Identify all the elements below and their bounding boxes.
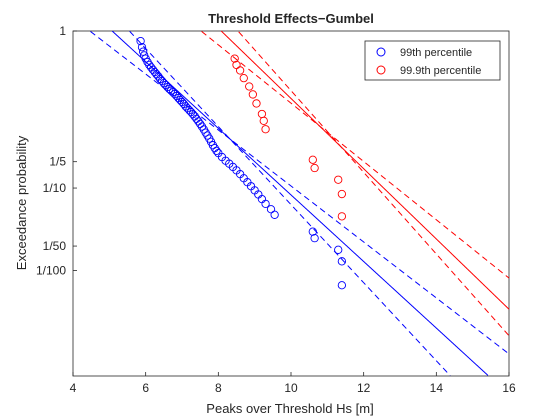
x-tick-label: 8 [215, 381, 222, 395]
point-99th [337, 281, 347, 290]
point-99th [310, 233, 319, 243]
fit-line [90, 31, 510, 355]
point-99th [334, 245, 343, 254]
fit-line [111, 30, 489, 376]
legend-box [364, 40, 501, 81]
y-axis-label: Exceedance probability [14, 135, 29, 270]
x-tick-label: 10 [284, 381, 298, 395]
x-tick-label: 6 [142, 381, 149, 395]
plot-area [72, 30, 510, 377]
point-99-9th [310, 163, 319, 173]
point-99th [212, 146, 221, 156]
point-99th [337, 257, 347, 266]
legend-marker-99th [376, 47, 386, 57]
point-99-9th [259, 116, 268, 126]
point-99-9th [337, 212, 347, 221]
point-99-9th [239, 73, 248, 83]
point-99-9th [261, 125, 270, 134]
y-tick-label: 1/100 [36, 264, 66, 278]
fit-line [129, 30, 451, 376]
fit-line [220, 30, 510, 310]
legend-label-99th: 99th percentile [400, 47, 472, 59]
chart-title: Threshold Effects−Gumbel [208, 11, 374, 26]
x-axis-label: Peaks over Threshold Hs [m] [206, 401, 373, 416]
legend-marker-99-9th [376, 65, 386, 75]
x-tick-label: 14 [430, 381, 444, 395]
point-99th [137, 43, 147, 52]
x-tick-label: 16 [502, 381, 516, 395]
fit-lines [90, 30, 510, 376]
point-99-9th [334, 175, 343, 184]
x-tick-label: 4 [70, 381, 77, 395]
point-99-9th [252, 99, 261, 108]
fit-line [238, 31, 510, 337]
legend: 99th percentile 99.9th percentile [364, 40, 501, 81]
point-99-9th [235, 66, 245, 75]
point-99-9th [230, 54, 239, 63]
data-points [136, 36, 347, 290]
y-tick-label: 1/5 [49, 155, 66, 169]
point-99-9th [308, 155, 317, 164]
point-99th [270, 210, 279, 219]
y-tick-label: 1 [59, 24, 66, 38]
point-99th [308, 227, 317, 236]
point-99th [261, 199, 270, 208]
y-tick-label: 1/50 [43, 239, 67, 253]
point-99th [136, 36, 145, 46]
point-99-9th [337, 189, 347, 199]
legend-label-99-9th: 99.9th percentile [400, 65, 481, 77]
x-axis-ticks: 4 6 8 10 12 14 16 [70, 372, 516, 395]
point-99-9th [245, 82, 254, 91]
y-tick-label: 1/10 [43, 181, 67, 195]
point-99-9th [248, 90, 258, 99]
y-axis-ticks: 1 1/5 1/10 1/50 1/100 [36, 24, 77, 278]
x-tick-label: 12 [357, 381, 371, 395]
fit-line [201, 31, 510, 279]
